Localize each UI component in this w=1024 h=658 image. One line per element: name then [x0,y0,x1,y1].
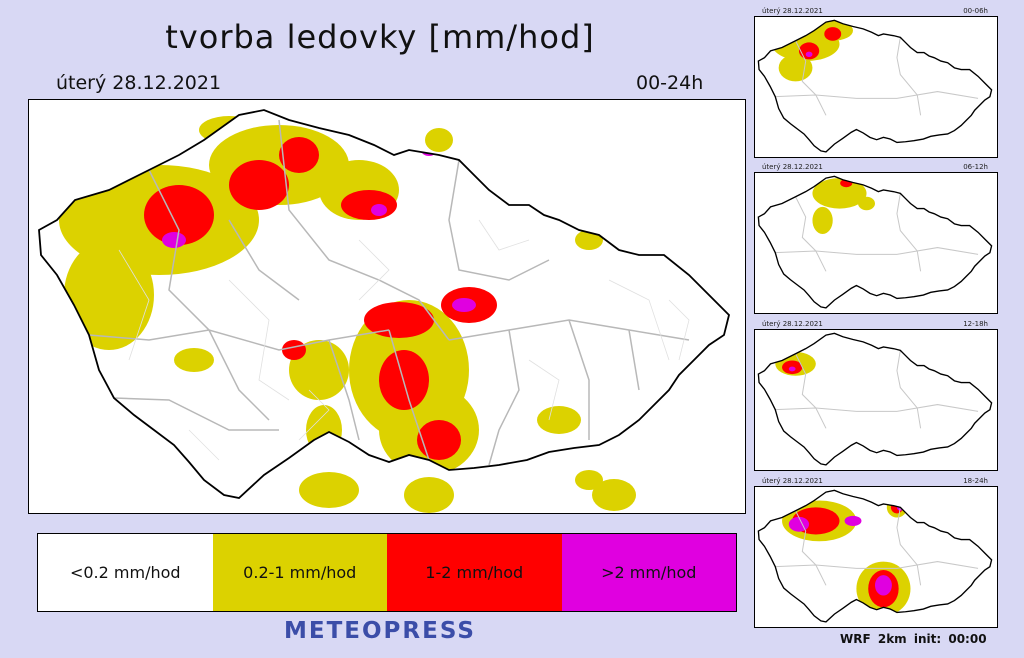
czech-map-svg [38,109,730,513]
thumb-2-header: úterý 28.12.2021 06-12h [762,163,996,171]
legend-item-above-2: >2 mm/hod [561,534,736,611]
thumb-1-header: úterý 28.12.2021 00-06h [762,7,996,15]
municipal-borders [118,219,690,461]
thumb-date: úterý 28.12.2021 [762,477,823,485]
legend-label: 0.2-1 mm/hod [243,563,357,582]
thumb-map-svg [757,489,993,623]
legend-label: >2 mm/hod [601,563,697,582]
legend-item-1-2: 1-2 mm/hod [387,534,562,611]
thumb-map-12-18[interactable] [754,329,998,471]
precipitation-layer [39,110,729,498]
thumb-date: úterý 28.12.2021 [762,320,823,328]
thumb-range: 06-12h [963,163,988,171]
country-border [38,109,730,499]
map-title: tvorba ledovky [mm/hod] [165,18,595,56]
forecast-range: 00-24h [636,72,704,94]
thumb-4-header: úterý 28.12.2021 18-24h [762,477,996,485]
forecast-date: úterý 28.12.2021 [56,72,222,94]
thumb-map-00-06[interactable] [754,16,998,158]
thumb-map-18-24[interactable] [754,486,998,628]
thumb-map-svg [757,175,993,309]
thumb-date: úterý 28.12.2021 [762,163,823,171]
district-borders [88,119,690,466]
outside-precip [199,116,636,513]
thumb-range: 18-24h [963,477,988,485]
legend-label: <0.2 mm/hod [69,563,181,582]
legend-item-below-0-2: <0.2 mm/hod [38,534,213,611]
thumb-map-svg [757,332,993,466]
legend-item-0-2-1: 0.2-1 mm/hod [212,534,387,611]
thumb-date: úterý 28.12.2021 [762,7,823,15]
main-map [28,99,746,514]
thumb-map-06-12[interactable] [754,172,998,314]
thumb-3-header: úterý 28.12.2021 12-18h [762,320,996,328]
legend-label: 1-2 mm/hod [425,563,524,582]
thumb-range: 00-06h [963,7,988,15]
legend: <0.2 mm/hod 0.2-1 mm/hod 1-2 mm/hod >2 m… [37,533,737,612]
thumb-map-svg [757,19,993,153]
model-info: WRF 2km init: 00:00 [840,632,987,646]
thumb-range: 12-18h [963,320,988,328]
brand-logo: METEOPRESS [284,618,476,644]
